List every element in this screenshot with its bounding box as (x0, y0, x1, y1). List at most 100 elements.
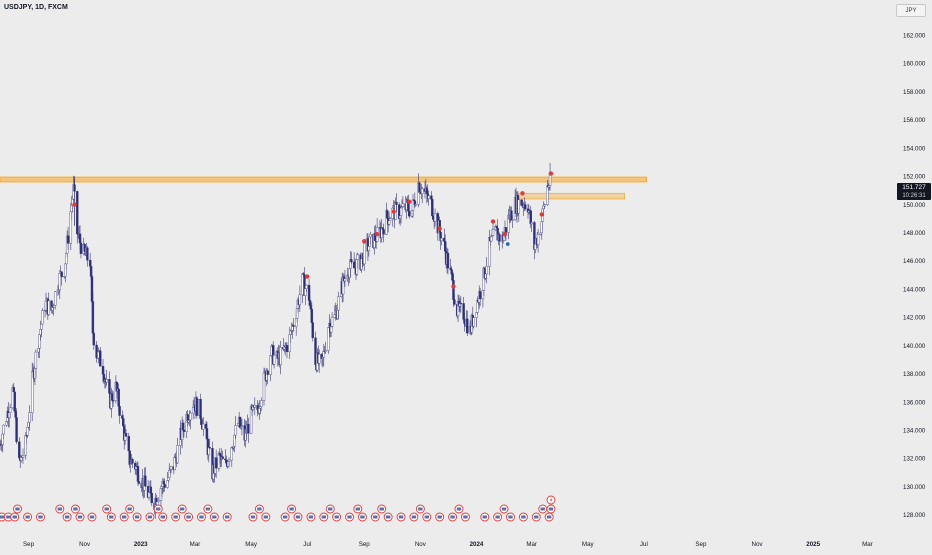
candle-body (395, 201, 398, 205)
signal-marker-sell (72, 202, 77, 207)
time-tick-label: Nov (79, 541, 91, 548)
us-flag-icon (548, 507, 554, 511)
us-flag-icon (437, 515, 442, 519)
us-flag-icon (64, 515, 70, 519)
candle-body (260, 400, 263, 408)
candle-body (504, 227, 508, 233)
candle-body (240, 425, 244, 427)
candle-body (298, 294, 302, 305)
us-flag-icon (289, 507, 294, 511)
candle-body (108, 379, 111, 394)
us-flag-icon (501, 507, 507, 511)
price-tick-label: 158.000 (903, 89, 926, 96)
candle-body (472, 317, 475, 327)
signal-marker-sell (374, 231, 380, 237)
us-flag-icon (373, 515, 378, 519)
signal-marker-sell (490, 219, 496, 224)
candle-body (202, 423, 205, 430)
candle-body (8, 407, 12, 413)
candle-body (399, 207, 403, 216)
candle-body (253, 405, 256, 408)
signal-marker-sell (539, 212, 544, 217)
time-axis[interactable]: Sep Nov 2023 Mar May Jul Sep Nov 2024 Mar May Jul Se… (23, 541, 873, 548)
price-tick-label: 160.000 (903, 61, 926, 68)
candle-body (543, 204, 546, 207)
candle-body (433, 213, 437, 222)
price-tick-label: 136.000 (903, 399, 926, 406)
price-axis[interactable]: 128.000 130.000 132.000 134.000 136.000 138.0… (903, 32, 926, 519)
currency-badge[interactable]: JPY (896, 4, 926, 17)
last-price: 151.727 (902, 184, 926, 191)
signal-marker-sell (520, 191, 525, 196)
candle-body (367, 246, 371, 251)
candle-body (144, 475, 147, 487)
us-flag-icon (282, 515, 288, 519)
us-flag-icon (147, 515, 153, 519)
us-flag-icon (495, 515, 500, 519)
us-flag-icon (379, 507, 384, 511)
candle-body (414, 204, 417, 206)
candle-body (157, 500, 160, 503)
price-tick-label: 130.000 (903, 484, 926, 491)
candle-body (285, 345, 289, 352)
candle-body (169, 466, 173, 470)
candle-body (305, 284, 308, 289)
us-flag-icon (73, 507, 78, 511)
candle-body (124, 433, 128, 437)
us-flag-icon (328, 507, 333, 511)
time-tick-label: May (245, 541, 258, 548)
price-tick-label: 142.000 (903, 315, 926, 322)
candle-body (2, 424, 5, 435)
candles-layer (0, 163, 552, 519)
candle-body (150, 493, 153, 504)
candle-body (343, 278, 347, 282)
us-flag-icon (385, 515, 391, 519)
candle-body (491, 229, 495, 236)
candle-body (266, 370, 269, 375)
candle-body (311, 322, 314, 338)
signal-marker-sell (391, 209, 396, 214)
us-flag-icon (25, 515, 30, 519)
time-tick-label: 2025 (806, 541, 820, 548)
candle-body (388, 218, 392, 221)
time-tick-label: Nov (752, 541, 764, 548)
us-flag-icon (173, 515, 178, 519)
candle-body (28, 412, 31, 423)
us-flag-icon (212, 515, 217, 519)
us-flag-icon (546, 515, 552, 519)
time-tick-label: May (582, 541, 595, 548)
candle-body (214, 457, 218, 469)
candle-body (137, 481, 141, 484)
time-tick-label: Mar (862, 541, 873, 548)
candle-body (524, 204, 527, 209)
us-flag-icon (308, 515, 314, 519)
candle-body (292, 324, 295, 327)
candle-body (234, 425, 237, 436)
signal-marker-sell (548, 171, 554, 176)
time-tick-label: Mar (526, 541, 537, 548)
bar-countdown: 10:26:31 (902, 193, 926, 199)
candle-body (182, 429, 186, 432)
us-flag-icon (534, 515, 539, 519)
us-flag-icon (12, 515, 17, 519)
us-flag-icon (257, 507, 262, 511)
candle-body (324, 350, 327, 352)
time-tick-label: Nov (415, 541, 427, 548)
us-flag-icon (6, 515, 11, 519)
us-flag-icon (360, 515, 365, 519)
candle-body (511, 219, 514, 221)
candle-body (21, 455, 25, 458)
candle-body (40, 323, 43, 330)
us-flag-icon (121, 515, 127, 519)
symbol-title[interactable]: USDJPY, 1D, FXCM (4, 4, 68, 11)
us-flag-icon (463, 515, 468, 519)
time-tick-label: Sep (23, 541, 35, 548)
candle-body (99, 350, 102, 367)
us-flag-icon (109, 515, 114, 519)
candle-body (382, 229, 385, 235)
signal-marker-sell (502, 231, 508, 237)
us-flag-icon (508, 515, 513, 519)
us-flag-icon (355, 507, 361, 511)
